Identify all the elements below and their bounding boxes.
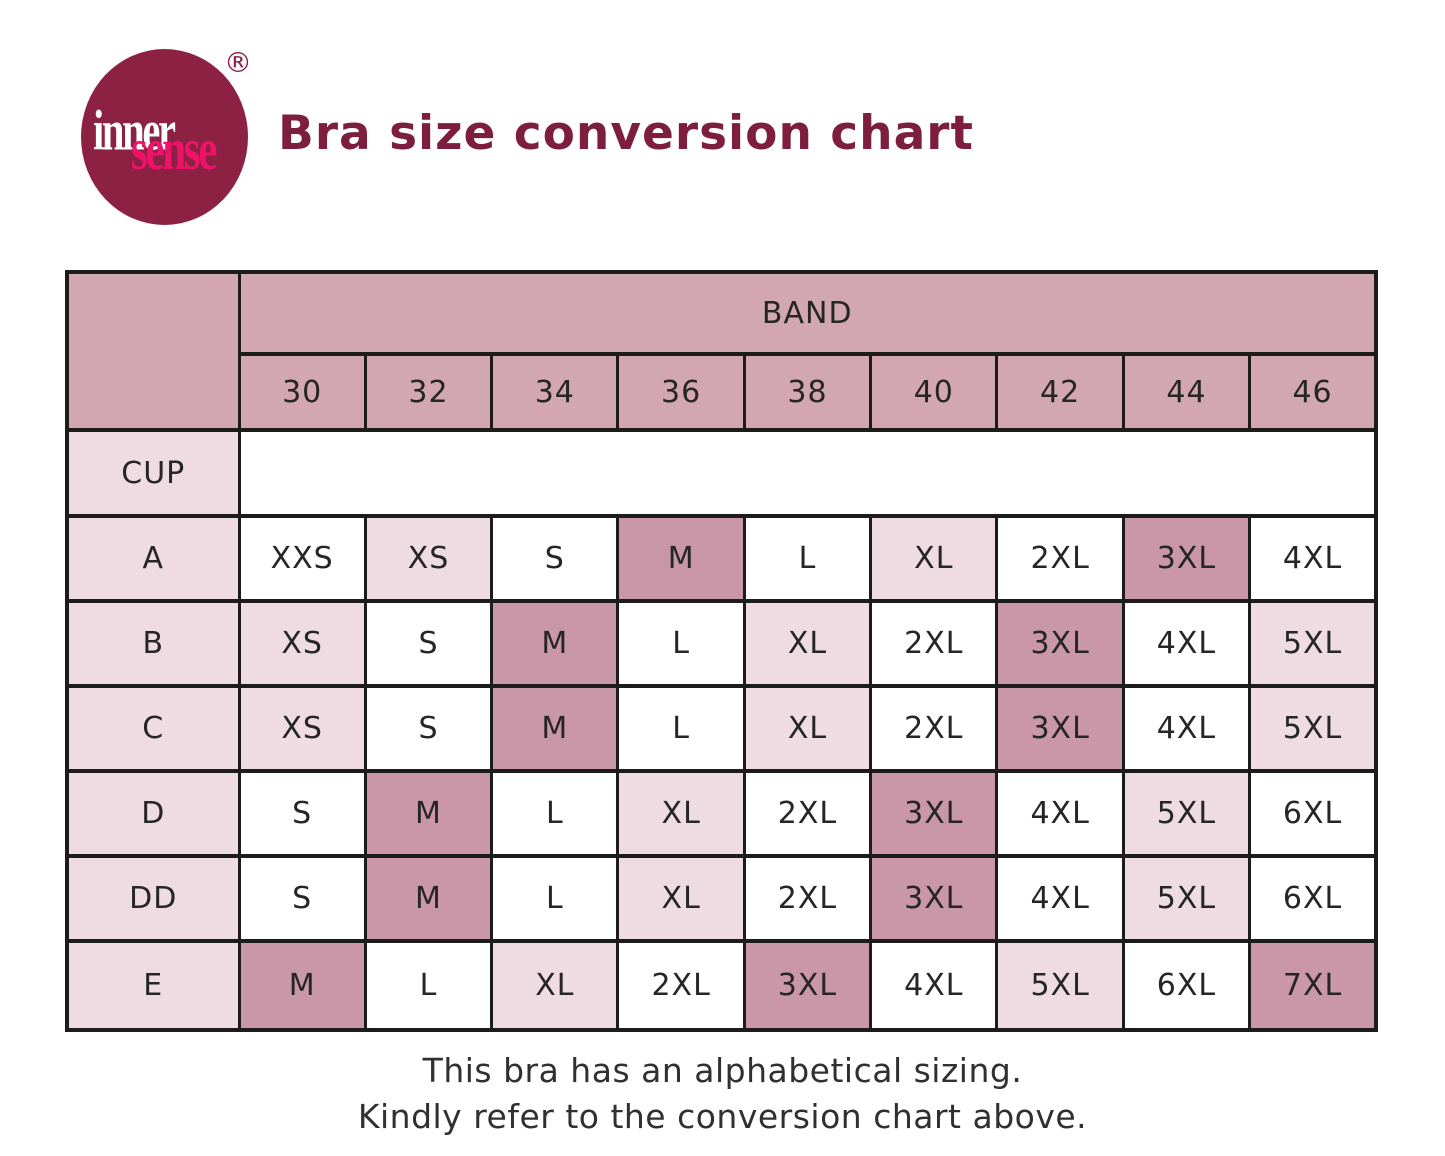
size-cell: 3XL (995, 684, 1125, 773)
band-size-header: 46 (1248, 352, 1378, 432)
table-row: E M L XL 2XL 3XL 4XL 5XL 6XL 7XL (65, 939, 1378, 1032)
size-cell: XS (237, 684, 367, 773)
size-cell: XL (742, 599, 873, 688)
table-row: DD S M L XL 2XL 3XL 4XL 5XL 6XL (65, 854, 1378, 943)
size-cell: XS (237, 599, 367, 688)
size-cell: 2XL (869, 684, 999, 773)
band-size-header: 32 (363, 352, 494, 432)
size-cell: M (363, 854, 494, 943)
size-cell: 3XL (869, 854, 999, 943)
band-size-header: 38 (742, 352, 873, 432)
size-cell: 4XL (1121, 684, 1252, 773)
size-cell: 4XL (869, 939, 999, 1032)
cup-label-cell: A (65, 514, 241, 603)
size-cell: 4XL (1248, 514, 1378, 603)
band-size-header: 44 (1121, 352, 1252, 432)
bra-size-conversion-table: BAND 30 32 34 36 38 40 42 44 46 CUP A XXS XS S M L XL 2XL 3… (65, 270, 1378, 1032)
size-cell: 2XL (742, 854, 873, 943)
size-cell: L (616, 684, 746, 773)
cup-header-cell: CUP (65, 428, 241, 518)
size-cell: 5XL (995, 939, 1125, 1032)
size-cell: XXS (237, 514, 367, 603)
table-row: C XS S M L XL 2XL 3XL 4XL 5XL (65, 684, 1378, 773)
corner-cell (65, 270, 241, 432)
size-cell: 2XL (616, 939, 746, 1032)
footer-note: This bra has an alphabetical sizing. Kin… (0, 1048, 1445, 1140)
footer-line-2: Kindly refer to the conversion chart abo… (357, 1097, 1088, 1136)
size-cell: 5XL (1248, 684, 1378, 773)
logo-text-inner: inner (93, 100, 176, 163)
band-size-header: 42 (995, 352, 1125, 432)
logo-text-sense: sense (131, 116, 217, 183)
size-cell: 4XL (1121, 599, 1252, 688)
size-cell: S (237, 854, 367, 943)
size-cell: XL (742, 684, 873, 773)
registered-trademark-icon: ® (224, 46, 252, 79)
band-group-header: BAND (237, 270, 1378, 356)
size-cell: 3XL (995, 599, 1125, 688)
size-cell: S (490, 514, 620, 603)
size-cell: 2XL (995, 514, 1125, 603)
table-row: A XXS XS S M L XL 2XL 3XL 4XL (65, 514, 1378, 603)
size-cell: XL (616, 769, 746, 858)
size-cell: M (616, 514, 746, 603)
size-cell: L (490, 769, 620, 858)
size-cell: M (363, 769, 494, 858)
size-cell: 6XL (1121, 939, 1252, 1032)
band-size-header: 34 (490, 352, 620, 432)
size-cell: S (363, 599, 494, 688)
band-size-header: 40 (869, 352, 999, 432)
page-title: Bra size conversion chart (278, 106, 974, 161)
size-cell: 4XL (995, 769, 1125, 858)
size-cell: 5XL (1121, 854, 1252, 943)
size-cell: XL (869, 514, 999, 603)
cup-label-cell: DD (65, 854, 241, 943)
size-cell: 4XL (995, 854, 1125, 943)
size-cell: 2XL (869, 599, 999, 688)
cup-label-cell: C (65, 684, 241, 773)
size-cell: M (237, 939, 367, 1032)
size-cell: XS (363, 514, 494, 603)
size-cell: L (490, 854, 620, 943)
cup-label-cell: B (65, 599, 241, 688)
table-row: D S M L XL 2XL 3XL 4XL 5XL 6XL (65, 769, 1378, 858)
size-cell: 3XL (1121, 514, 1252, 603)
table-row: B XS S M L XL 2XL 3XL 4XL 5XL (65, 599, 1378, 688)
size-cell: L (363, 939, 494, 1032)
cup-spacer-cell (237, 428, 1378, 518)
size-cell: 7XL (1248, 939, 1378, 1032)
size-cell: XL (616, 854, 746, 943)
size-cell: 6XL (1248, 769, 1378, 858)
size-cell: S (237, 769, 367, 858)
size-cell: 6XL (1248, 854, 1378, 943)
size-cell: 2XL (742, 769, 873, 858)
size-cell: M (490, 684, 620, 773)
size-cell: 5XL (1248, 599, 1378, 688)
size-cell: L (742, 514, 873, 603)
band-size-header: 36 (616, 352, 746, 432)
innersense-logo: inner sense (81, 49, 248, 225)
size-cell: S (363, 684, 494, 773)
band-size-header: 30 (237, 352, 367, 432)
size-cell: M (490, 599, 620, 688)
size-cell: 3XL (742, 939, 873, 1032)
footer-line-1: This bra has an alphabetical sizing. (422, 1051, 1023, 1090)
size-cell: L (616, 599, 746, 688)
cup-label-cell: E (65, 939, 241, 1032)
size-cell: XL (490, 939, 620, 1032)
cup-label-cell: D (65, 769, 241, 858)
size-cell: 3XL (869, 769, 999, 858)
size-cell: 5XL (1121, 769, 1252, 858)
